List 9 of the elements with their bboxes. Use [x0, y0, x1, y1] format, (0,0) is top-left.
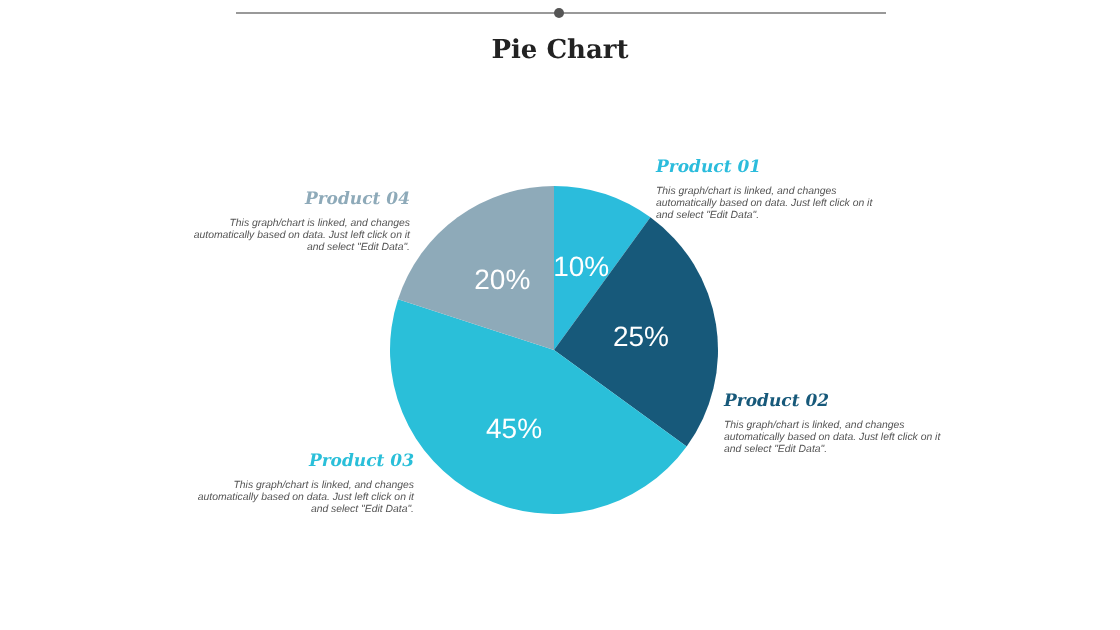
data-label: 45% — [486, 412, 543, 445]
slice-label: Product 01 — [656, 158, 762, 178]
data-label: 25% — [612, 320, 669, 353]
slice-label: Product 04 — [304, 190, 410, 210]
chart-title: Pie Chart — [491, 36, 629, 66]
slice-label: Product 02 — [724, 392, 830, 412]
slice-label: Product 03 — [308, 452, 414, 472]
data-label: 20% — [474, 262, 531, 295]
data-label: 10% — [553, 250, 610, 283]
